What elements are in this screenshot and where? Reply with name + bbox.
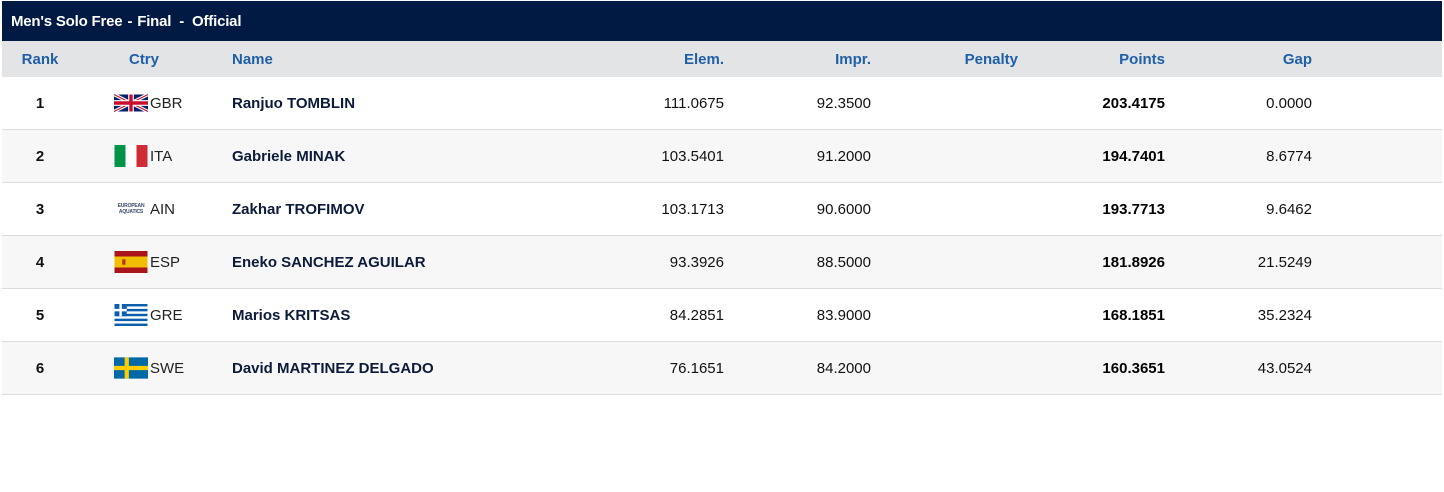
col-header-rank[interactable]: Rank: [21, 50, 59, 68]
country-code: ESP: [150, 253, 181, 271]
elem-score: 103.5401: [661, 147, 724, 165]
results-table: Men's Solo Free - Final - Official Rank …: [2, 1, 1442, 395]
athlete-name[interactable]: Zakhar TROFIMOV: [232, 200, 365, 218]
rank-cell: 1: [35, 94, 45, 112]
col-header-penalty[interactable]: Penalty: [964, 50, 1018, 68]
event-name: Men's Solo Free: [11, 12, 123, 30]
country-cell: GBR: [114, 77, 214, 129]
title-separator: -: [127, 12, 133, 30]
elem-score: 76.1651: [669, 359, 724, 377]
penalty-score: [882, 289, 1018, 341]
table-header: Rank Ctry Name Elem. Impr. Penalty Point…: [2, 41, 1442, 77]
points-total: 181.8926: [1102, 253, 1165, 271]
elem-score: 84.2851: [669, 306, 724, 324]
impr-score: 83.9000: [816, 306, 871, 324]
elem-score: 111.0675: [663, 94, 724, 112]
country-cell: EUROPEAN AQUATICS AIN: [114, 183, 214, 235]
col-header-name[interactable]: Name: [232, 50, 273, 68]
impr-score: 88.5000: [816, 253, 871, 271]
country-code: SWE: [150, 359, 185, 377]
gap-value: 35.2324: [1257, 306, 1312, 324]
rank-cell: 6: [35, 359, 45, 377]
table-row[interactable]: 2 ITA Gabriele MINAK 103.5401 91.2000 19…: [2, 130, 1442, 183]
country-code: GRE: [150, 306, 183, 324]
elem-score: 93.3926: [669, 253, 724, 271]
athlete-name[interactable]: David MARTINEZ DELGADO: [232, 359, 434, 377]
country-cell: GRE: [114, 289, 214, 341]
se-flag-icon: [114, 357, 148, 379]
country-cell: SWE: [114, 342, 214, 394]
gap-value: 43.0524: [1257, 359, 1312, 377]
es-flag-icon: [114, 251, 148, 273]
athlete-name[interactable]: Marios KRITSAS: [232, 306, 351, 324]
points-total: 193.7713: [1102, 200, 1165, 218]
country-cell: ITA: [114, 130, 214, 182]
penalty-score: [882, 183, 1018, 235]
athlete-name[interactable]: Gabriele MINAK: [232, 147, 346, 165]
penalty-score: [882, 130, 1018, 182]
rank-cell: 4: [35, 253, 45, 271]
impr-score: 91.2000: [816, 147, 871, 165]
table-row[interactable]: 5 GRE Marios KRITSAS 84.2851 83.9000 168…: [2, 289, 1442, 342]
points-total: 168.1851: [1102, 306, 1165, 324]
col-header-elem[interactable]: Elem.: [683, 50, 724, 68]
penalty-score: [882, 236, 1018, 288]
col-header-points[interactable]: Points: [1119, 50, 1165, 68]
penalty-score: [882, 77, 1018, 129]
points-total: 194.7401: [1102, 147, 1165, 165]
country-code: AIN: [150, 200, 176, 218]
it-flag-icon: [114, 145, 148, 167]
table-row[interactable]: 4 ESP Eneko SANCHEZ AGUILAR 93.3926 88.5…: [2, 236, 1442, 289]
table-row[interactable]: 6 SWE David MARTINEZ DELGADO 76.1651 84.…: [2, 342, 1442, 395]
rank-cell: 2: [35, 147, 45, 165]
rank-cell: 3: [35, 200, 45, 218]
gap-value: 9.6462: [1266, 200, 1312, 218]
phase-name: Final: [137, 12, 172, 30]
rank-cell: 5: [35, 306, 45, 324]
col-header-gap[interactable]: Gap: [1282, 50, 1312, 68]
points-total: 160.3651: [1102, 359, 1165, 377]
european-aquatics-logo-icon: EUROPEAN AQUATICS: [117, 203, 145, 215]
gb-flag-icon: [114, 92, 148, 114]
table-row[interactable]: 1 GBR Ranjuo TOMBLIN 111.0675 92.3500 20…: [2, 77, 1442, 130]
results-title-bar: Men's Solo Free - Final - Official: [2, 1, 1442, 41]
country-cell: ESP: [114, 236, 214, 288]
gap-value: 21.5249: [1257, 253, 1312, 271]
penalty-score: [882, 342, 1018, 394]
athlete-name[interactable]: Ranjuo TOMBLIN: [232, 94, 356, 112]
country-code: GBR: [150, 94, 183, 112]
gr-flag-icon: [114, 304, 148, 326]
col-header-ctry[interactable]: Ctry: [128, 50, 159, 68]
impr-score: 92.3500: [816, 94, 871, 112]
gap-value: 8.6774: [1266, 147, 1312, 165]
status-label: Official: [192, 12, 242, 30]
gap-value: 0.0000: [1266, 94, 1312, 112]
title-separator: -: [179, 12, 185, 30]
impr-score: 90.6000: [816, 200, 871, 218]
athlete-name[interactable]: Eneko SANCHEZ AGUILAR: [232, 253, 426, 271]
table-body: 1 GBR Ranjuo TOMBLIN 111.0675 92.3500 20…: [2, 77, 1442, 395]
elem-score: 103.1713: [661, 200, 724, 218]
country-code: ITA: [150, 147, 173, 165]
col-header-impr[interactable]: Impr.: [835, 50, 871, 68]
points-total: 203.4175: [1102, 94, 1165, 112]
table-row[interactable]: 3 EUROPEAN AQUATICS AIN Zakhar TROFIMOV 1…: [2, 183, 1442, 236]
impr-score: 84.2000: [816, 359, 871, 377]
